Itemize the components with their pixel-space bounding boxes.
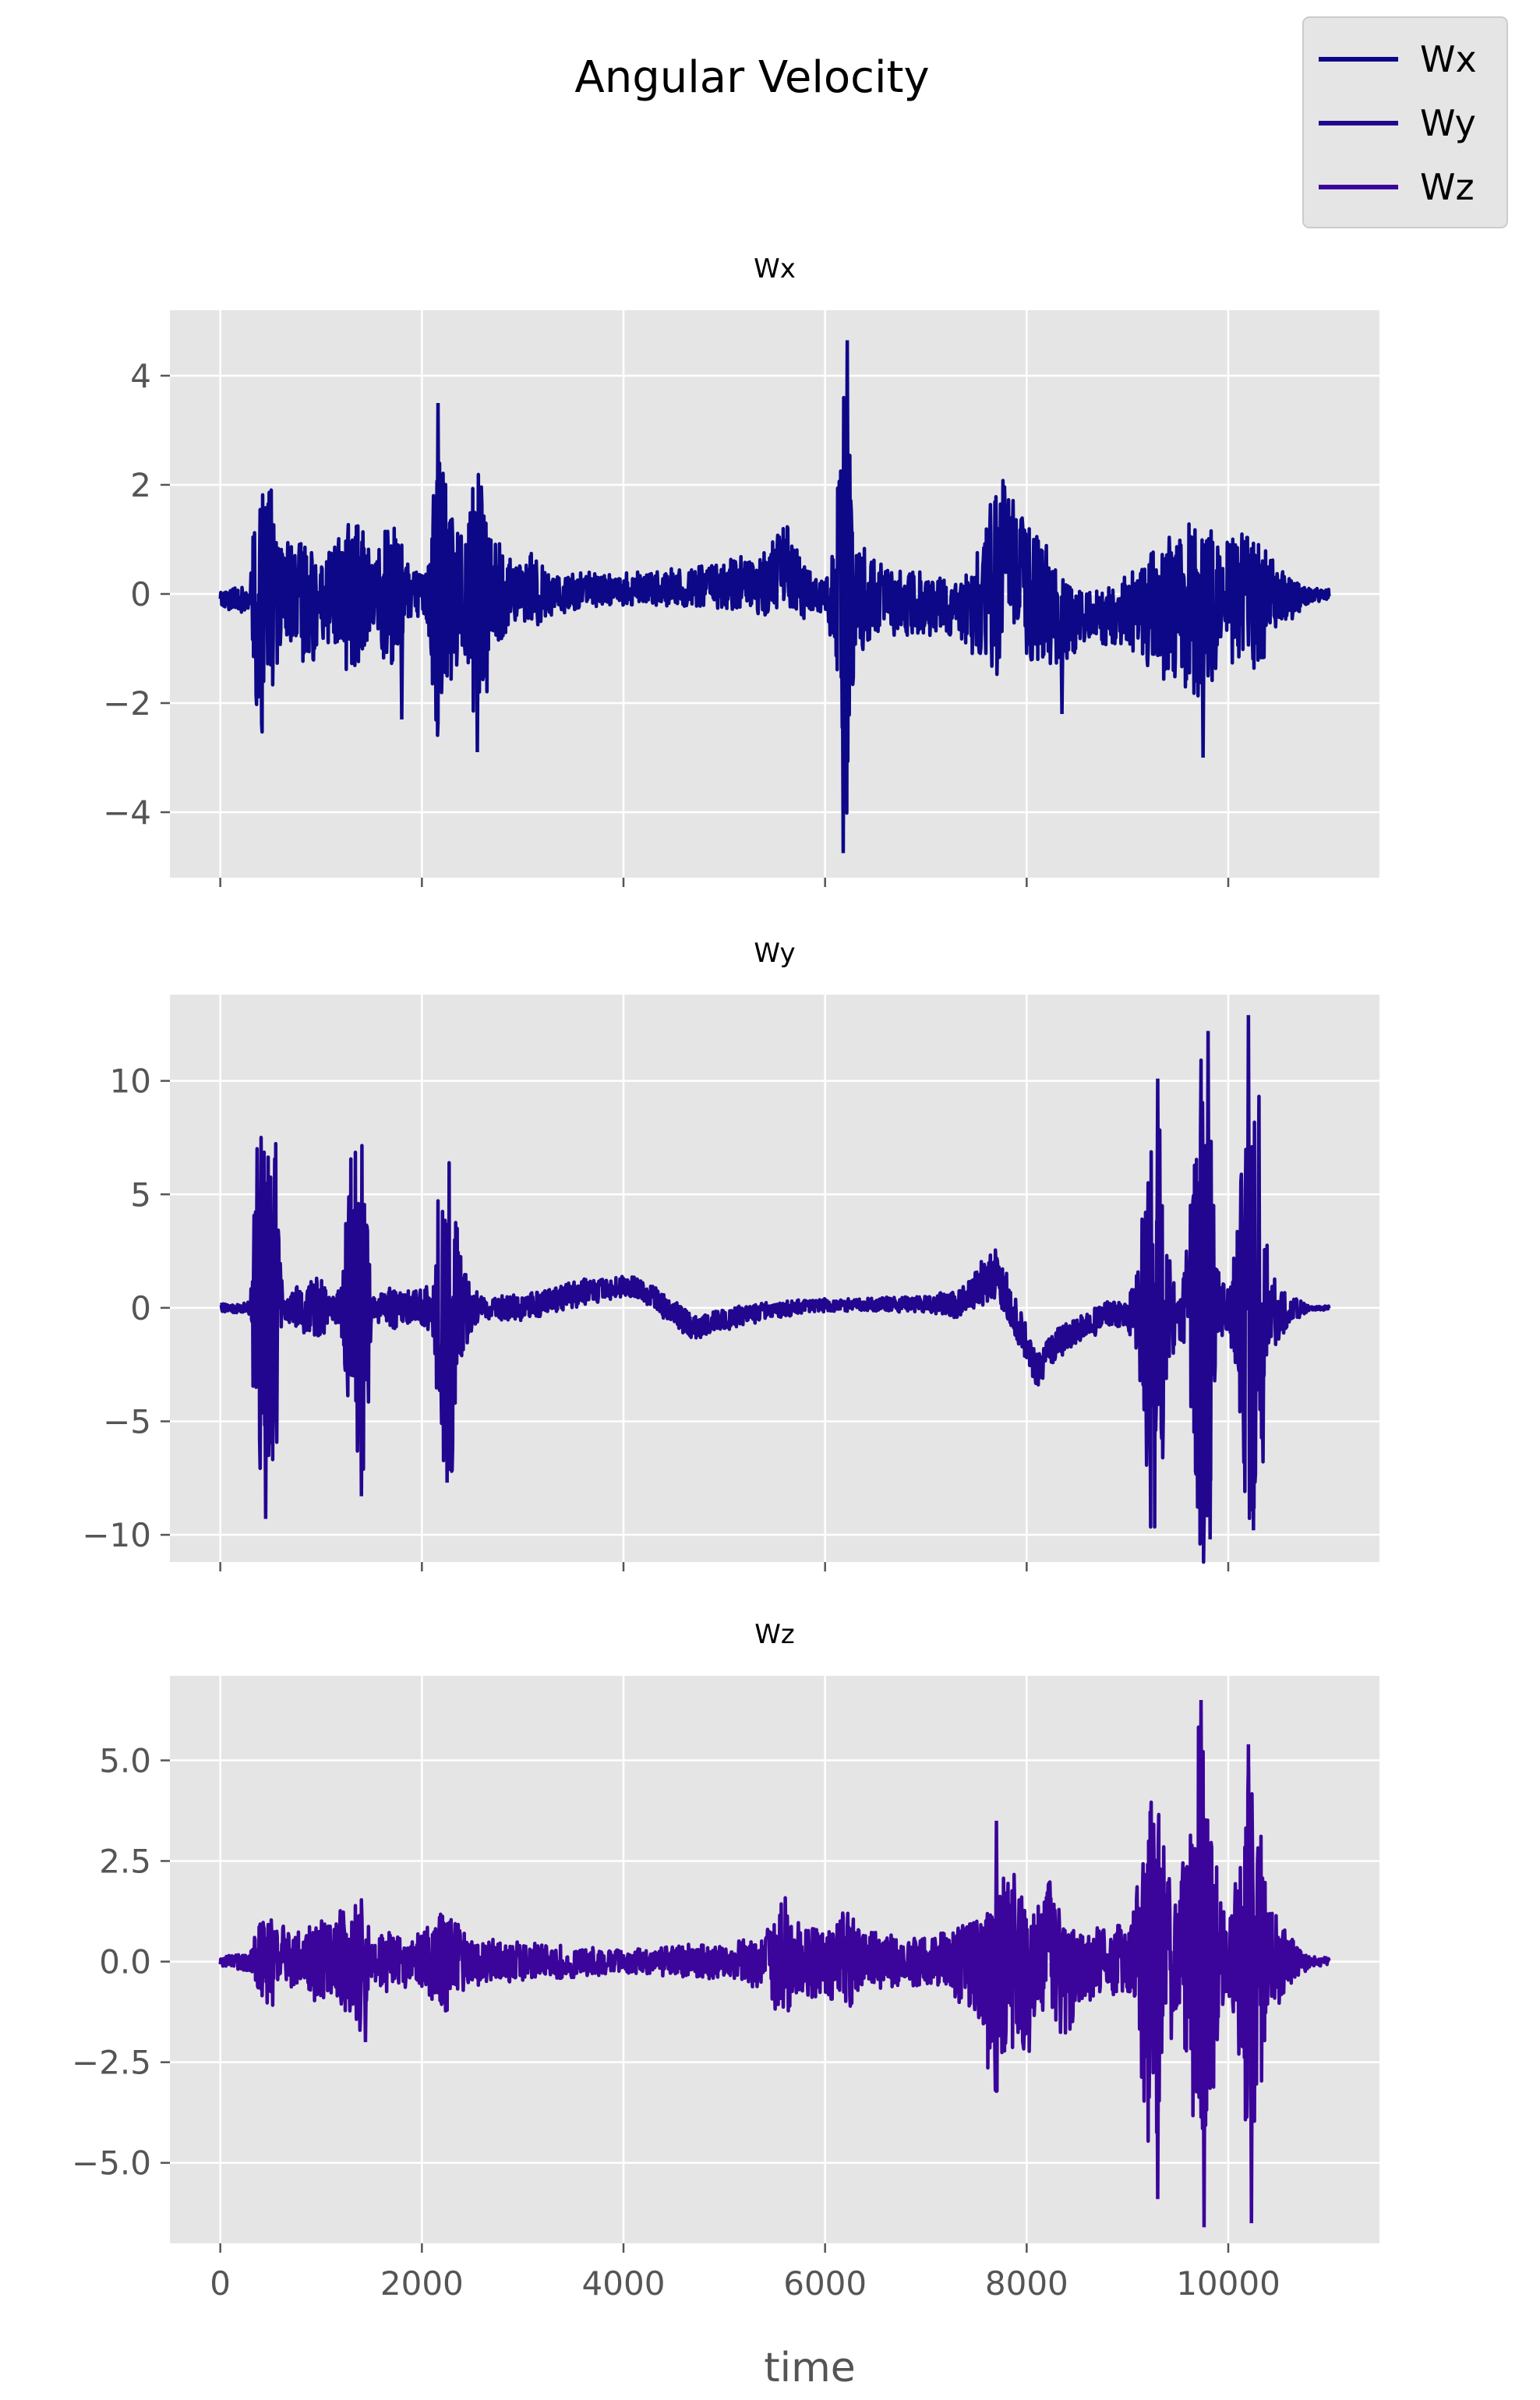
series-peak [444,1307,450,1483]
series-peak [398,596,405,720]
series-line-wz [218,1725,1331,2144]
y-tick-label: −2 [103,684,151,723]
series-peak [1198,1699,1204,1962]
legend-label-wz: Wz [1420,166,1475,208]
series-peak [1059,620,1065,715]
series-line-wx [218,395,1331,815]
series-peak [1201,1961,1207,2228]
y-tick-label: 5.0 [99,1741,151,1780]
x-tick-label: 0 [210,2264,231,2303]
subplot-wy: −10 −5 0 5 10 Wy [82,938,1379,1571]
legend-box [1302,16,1508,228]
subplot-title: Wz [754,1619,794,1650]
series-peak [1154,1961,1161,2200]
series-peak [1245,1744,1252,1962]
plot-area [170,995,1379,1562]
x-tick-label: 10000 [1176,2264,1280,2303]
y-tick-label: −5 [103,1402,151,1440]
subplot-title: Wx [754,253,796,285]
legend: Wx Wy Wz [1302,16,1508,228]
subplot-wz: −5.0 −2.5 0.0 2.5 5.0 Wz 0 2000 4000 6000 8000 1000… [72,1619,1379,2303]
series-peak [840,597,846,854]
y-tick-label: −5.0 [72,2144,151,2183]
y-tick-label: 10 [110,1062,151,1101]
subplots: −4 −2 0 2 4 Wx −10 −5 0 5 10 Wy −5.0 −2.5 0.0 2.5 5.0 Wz 0… [72,253,1379,2303]
y-tick-label: 0 [130,575,151,613]
x-tick-label: 4000 [582,2264,666,2303]
figure-title: Angular Velocity [574,52,929,103]
y-tick-label: 5 [130,1175,151,1214]
series-peak [844,340,850,599]
series-peak [474,595,481,753]
series-peak [362,1961,369,2042]
x-tick-label: 6000 [783,2264,867,2303]
x-tick-label: 8000 [985,2264,1068,2303]
series-peak [1249,1961,1255,2224]
y-tick-label: 0 [130,1289,151,1327]
series-peak [435,402,441,596]
series-peak [263,1307,269,1519]
series-peak [1205,1030,1211,1312]
y-tick-label: 2 [130,466,151,504]
y-tick-label: −2.5 [72,2044,151,2082]
series-peak [1154,1078,1161,1313]
subplot-title: Wy [754,938,795,969]
legend-label-wy: Wy [1420,102,1476,144]
y-tick-label: 2.5 [99,1843,151,1881]
y-tick-label: 4 [130,357,151,395]
y-tick-label: −10 [82,1516,151,1554]
y-tick-label: 0.0 [99,1943,151,1981]
y-tick-label: −4 [103,794,151,832]
series-peak [1250,1310,1256,1531]
x-tick-label: 2000 [380,2264,464,2303]
series-peak [359,1307,365,1497]
series-peak [993,1820,1000,2002]
series-peak [1207,1311,1213,1539]
series-peak [1245,1015,1252,1311]
x-axis-label: time [764,2345,855,2391]
legend-label-wx: Wx [1420,38,1477,80]
series-line-wy [219,1058,1331,1564]
subplot-wx: −4 −2 0 2 4 Wx [103,253,1379,887]
series-peak [1200,606,1206,758]
